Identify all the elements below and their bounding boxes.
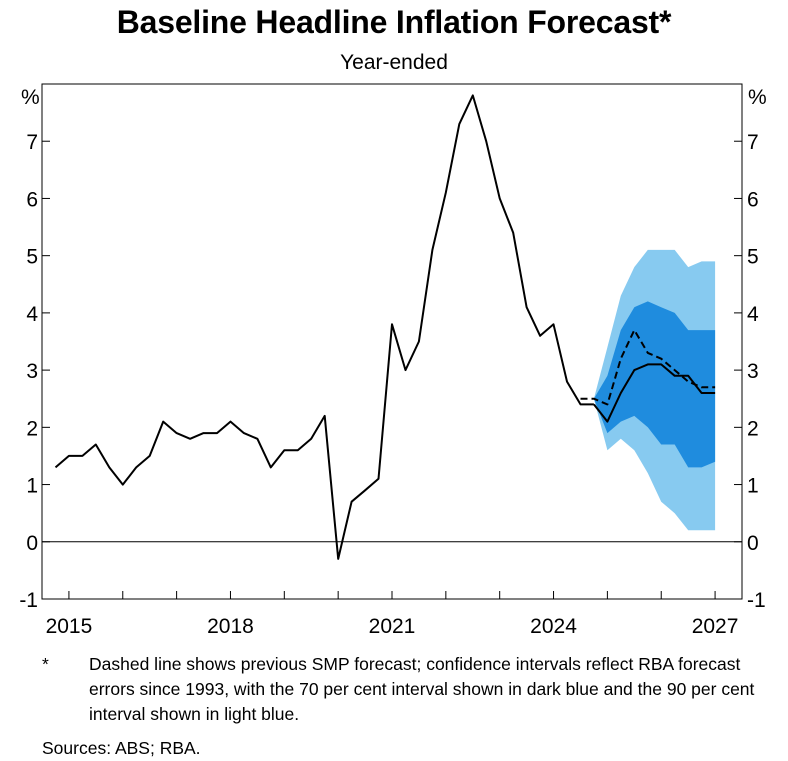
chart-title: Baseline Headline Inflation Forecast*	[116, 4, 672, 40]
series-line-actual	[54, 94, 594, 560]
y-tick-label-right: 1	[747, 475, 759, 498]
confidence-bands	[593, 249, 716, 531]
x-tick-label: 2021	[369, 615, 416, 638]
footnote-marker: *	[42, 654, 49, 674]
y-tick-label-left: 2	[26, 417, 38, 440]
y-unit-right: %	[748, 86, 767, 109]
y-tick-label-right: 7	[747, 131, 759, 154]
y-tick-label-left: 7	[26, 131, 38, 154]
x-tick-label: 2018	[207, 615, 254, 638]
series-lines	[54, 94, 716, 560]
y-tick-label-left: 4	[26, 303, 38, 326]
y-tick-label-left: 3	[26, 360, 38, 383]
y-tick-label-left: 6	[26, 188, 38, 211]
y-tick-label-left: -1	[19, 589, 38, 612]
y-tick-label-left: 0	[26, 532, 38, 555]
sources-text: Sources: ABS; RBA.	[42, 738, 201, 758]
y-tick-label-left: 5	[26, 246, 38, 269]
footnote-text: Dashed line shows previous SMP forecast;…	[89, 654, 755, 724]
x-tick-label: 2027	[692, 615, 739, 638]
y-tick-label-right: 4	[747, 303, 759, 326]
x-tick-label: 2024	[530, 615, 577, 638]
x-tick-label: 2015	[46, 615, 93, 638]
y-tick-label-left: 1	[26, 475, 38, 498]
y-tick-label-right: 6	[747, 188, 759, 211]
y-tick-label-right: 5	[747, 246, 759, 269]
y-tick-label-right: -1	[747, 589, 766, 612]
inflation-chart: -1 -1 0 0 1 1 2 2 3 3 4 4 5 5 6 6 7 7 2015 2018 2021 2024 2027…	[19, 83, 767, 638]
y-unit-left: %	[21, 86, 40, 109]
y-tick-label-right: 0	[747, 532, 759, 555]
chart-subtitle: Year-ended	[340, 51, 448, 74]
series-line-previous-smp-forecast	[580, 329, 716, 406]
y-tick-label-right: 3	[747, 360, 759, 383]
axis-ticks: -1 -1 0 0 1 1 2 2 3 3 4 4 5 5 6 6 7 7 2015 2018 2021 2024 2027	[19, 131, 765, 638]
band-70-percent	[593, 301, 716, 468]
y-tick-label-right: 2	[747, 417, 759, 440]
